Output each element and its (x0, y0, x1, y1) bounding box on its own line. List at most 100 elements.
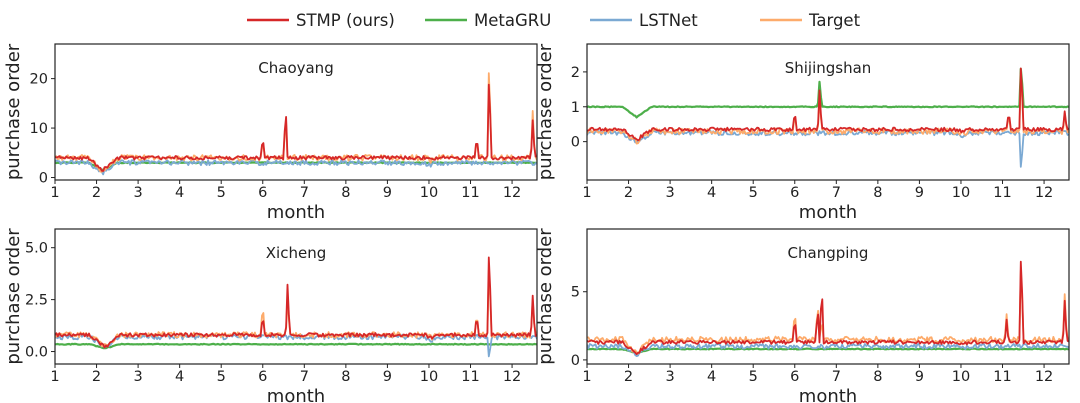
plot-frame (586, 228, 1070, 365)
x-tick-label: 3 (665, 185, 674, 201)
x-tick-label: 5 (217, 185, 226, 201)
x-tick-label: 12 (503, 369, 521, 385)
x-tick-label: 8 (873, 369, 882, 385)
y-axis-label: purchase order (535, 43, 556, 180)
series-metagru-xicheng (55, 342, 537, 350)
plot-frame (54, 228, 538, 365)
panel-changping: 1 2 3 4 5 6 7 8 9 10 11 1205Changpingmonthpurchase … (535, 228, 1070, 403)
legend: STMP (ours) MetaGRU LSTNet Target (247, 11, 861, 30)
x-tick-label: 3 (133, 185, 142, 201)
panel-title: Xicheng (266, 244, 326, 262)
panel-title: Changping (788, 244, 869, 262)
x-tick-label: 6 (258, 185, 267, 201)
x-tick-label: 12 (1035, 369, 1053, 385)
x-tick-label: 11 (461, 185, 479, 201)
series-stmp-ours-changping (587, 260, 1069, 356)
y-tick-label: 5 (571, 285, 580, 301)
y-axis-label: purchase order (535, 228, 556, 365)
y-axis-label: purchase order (3, 43, 24, 180)
legend-label-stmp-ours: STMP (ours) (296, 11, 395, 30)
x-tick-label: 3 (133, 369, 142, 385)
series-metagru-shijingshan (587, 67, 1069, 119)
x-tick-label: 4 (707, 185, 716, 201)
x-tick-label: 10 (952, 185, 970, 201)
x-tick-label: 6 (790, 185, 799, 201)
x-axis-label: month (267, 202, 325, 223)
x-tick-label: 12 (1035, 185, 1053, 201)
x-tick-label: 10 (420, 369, 438, 385)
x-tick-label: 2 (92, 185, 101, 201)
x-tick-label: 8 (873, 185, 882, 201)
panel-xicheng: 1 2 3 4 5 6 7 8 9 10 11 120.02.55.0 Xichengmonthpurc… (3, 228, 538, 403)
series-lstnet-xicheng (55, 333, 537, 358)
plot-frame (586, 43, 1070, 181)
y-tick-label: 5.0 (25, 241, 48, 257)
x-tick-label: 6 (258, 369, 267, 385)
x-tick-label: 11 (461, 369, 479, 385)
x-tick-label: 10 (952, 369, 970, 385)
series-stmp-ours-chaoyang (55, 83, 537, 172)
y-tick-label: 1 (571, 100, 580, 116)
series-metagru-changping (587, 347, 1069, 355)
plot-frame (54, 43, 538, 181)
x-tick-label: 9 (915, 185, 924, 201)
x-tick-label: 1 (582, 185, 591, 201)
y-tick-label: 10 (30, 121, 48, 137)
x-tick-label: 1 (50, 369, 59, 385)
panel-chaoyang: 1 2 3 4 5 6 7 8 9 10 11 1201020Chaoyangmonthpurchas… (3, 43, 538, 223)
panel-title: Chaoyang (258, 59, 333, 77)
y-tick-label: 2.5 (25, 293, 48, 309)
x-axis-label: month (799, 386, 857, 403)
legend-label-target: Target (808, 11, 861, 30)
series-lstnet-shijingshan (587, 129, 1069, 168)
x-tick-label: 4 (175, 369, 184, 385)
x-tick-label: 7 (832, 185, 841, 201)
x-tick-label: 10 (420, 185, 438, 201)
x-tick-label: 11 (993, 185, 1011, 201)
x-tick-label: 4 (707, 369, 716, 385)
x-tick-label: 12 (503, 185, 521, 201)
panel-title: Shijingshan (785, 59, 872, 77)
legend-label-metagru: MetaGRU (474, 11, 551, 30)
series-group (587, 67, 1069, 168)
series-stmp-ours-shijingshan (587, 67, 1069, 142)
x-tick-label: 2 (624, 185, 633, 201)
x-tick-label: 6 (790, 369, 799, 385)
x-tick-label: 1 (50, 185, 59, 201)
x-axis-label: month (799, 202, 857, 223)
x-tick-label: 5 (749, 369, 758, 385)
series-group (587, 260, 1069, 358)
y-tick-label: 0 (39, 171, 48, 187)
x-tick-label: 9 (383, 369, 392, 385)
x-tick-label: 2 (624, 369, 633, 385)
x-tick-label: 2 (92, 369, 101, 385)
x-tick-label: 7 (832, 369, 841, 385)
x-tick-label: 1 (582, 369, 591, 385)
x-tick-label: 7 (300, 369, 309, 385)
x-tick-label: 4 (175, 185, 184, 201)
series-stmp-ours-xicheng (55, 256, 537, 349)
y-tick-label: 0 (571, 135, 580, 151)
x-tick-label: 5 (749, 185, 758, 201)
x-axis-label: month (267, 386, 325, 403)
x-tick-label: 9 (915, 369, 924, 385)
y-tick-label: 20 (30, 72, 48, 88)
x-tick-label: 8 (341, 185, 350, 201)
legend-label-lstnet: LSTNet (639, 11, 698, 30)
y-tick-label: 2 (571, 65, 580, 81)
y-tick-label: 0 (571, 353, 580, 369)
series-group (55, 72, 537, 176)
x-tick-label: 8 (341, 369, 350, 385)
x-tick-label: 5 (217, 369, 226, 385)
series-lstnet-changping (587, 342, 1069, 358)
series-group (55, 256, 537, 358)
x-tick-label: 3 (665, 369, 674, 385)
series-lstnet-chaoyang (55, 159, 537, 176)
x-tick-label: 7 (300, 185, 309, 201)
chart-panels: 1 2 3 4 5 6 7 8 9 10 11 1201020Chaoyangmonthpurchas… (3, 43, 1070, 403)
x-tick-label: 11 (993, 369, 1011, 385)
y-tick-label: 0.0 (25, 345, 48, 361)
x-tick-label: 9 (383, 185, 392, 201)
